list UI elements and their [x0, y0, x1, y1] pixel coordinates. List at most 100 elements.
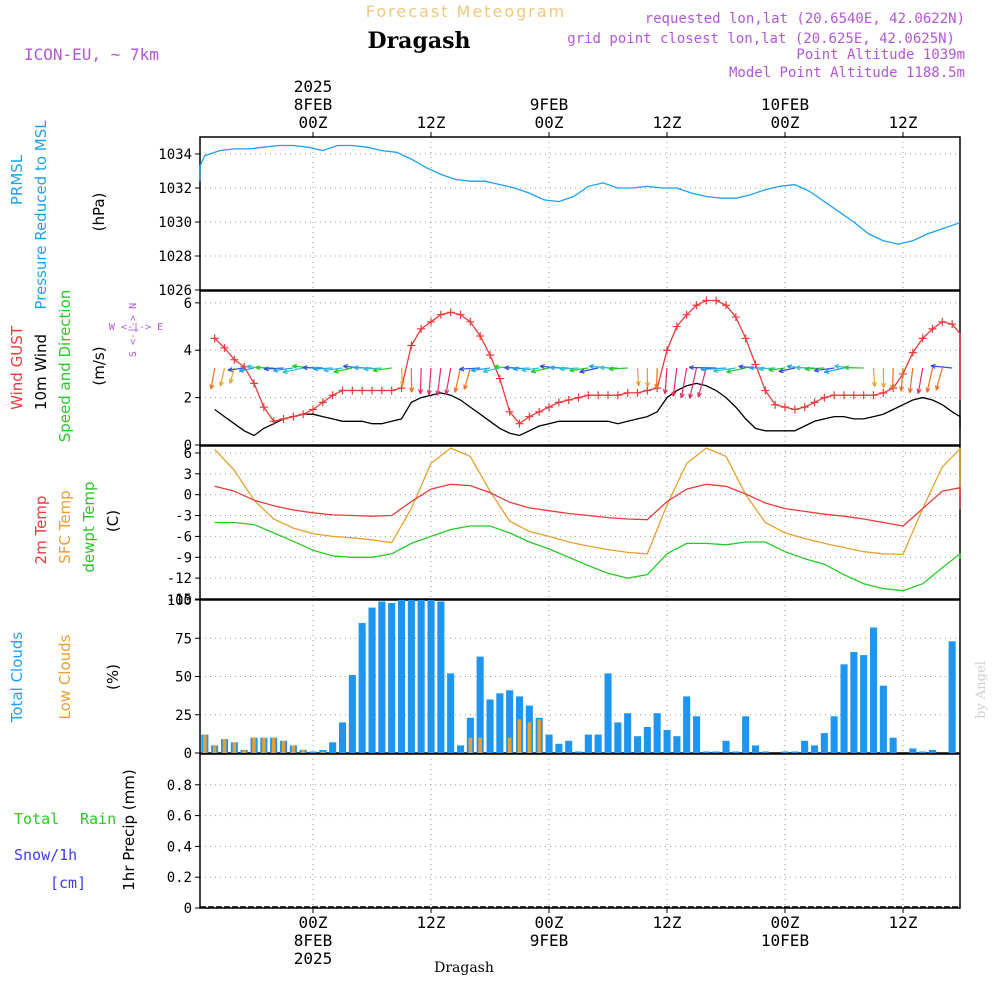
y-tick-label: 0 [184, 746, 192, 762]
low-cloud-bar [252, 737, 256, 753]
wind-direction-arrow [273, 367, 294, 373]
wind-direction-arrow [768, 367, 786, 373]
wind-direction-arrow [569, 367, 589, 373]
low-cloud-bar [301, 749, 305, 753]
low-cloud-bar [212, 745, 217, 753]
gust-point [397, 384, 406, 393]
time-label-bottom: 12Z [889, 913, 918, 932]
y-tick-label: 0.8 [167, 778, 192, 794]
wind-direction-arrow [418, 367, 424, 395]
pressure-point [366, 146, 368, 148]
gust-point [722, 301, 730, 310]
total-cloud-bar [811, 745, 819, 753]
gust-point [495, 374, 504, 383]
time-label-top: 8FEB [294, 95, 333, 114]
total-cloud-bar [683, 696, 691, 753]
y-tick-label: 1034 [158, 147, 192, 163]
gust-point [928, 324, 937, 333]
wind-direction-arrow [435, 367, 442, 396]
y-tick-label: 0 [184, 438, 192, 454]
pressure-point [263, 146, 265, 148]
meteogram-supertitle: Forecast Meteogram [366, 2, 566, 21]
gust-point [702, 296, 711, 305]
gust-point [348, 386, 357, 395]
wind-direction-arrow [778, 367, 795, 374]
total-cloud-bar [319, 749, 327, 753]
panel-4: 0 0.2 0.4 0.6 0.8 [167, 753, 961, 917]
wind-direction-arrow [654, 367, 660, 389]
total-cloud-bar [506, 690, 514, 753]
y-tick-label: 0.4 [167, 839, 192, 855]
total-cloud-bar [486, 699, 494, 753]
wind-direction-arrow [559, 366, 579, 372]
sfc-temp-label: SFC Temp [56, 490, 74, 563]
y-tick-label: 0.2 [167, 870, 192, 886]
gust-point [279, 414, 288, 423]
time-label-top: 00Z [771, 113, 800, 132]
low-cloud-bar [222, 739, 227, 753]
total-cloud-bar [466, 717, 474, 753]
low-cloud-bar [478, 737, 482, 753]
total-cloud-bar [663, 730, 671, 753]
footer-location: Dragash [434, 960, 494, 976]
panel-frame [199, 753, 961, 909]
gust-point [299, 410, 308, 419]
wind-direction-arrow [881, 367, 887, 388]
low-cloud-bar [468, 737, 473, 753]
low-cloud-bar [321, 751, 325, 753]
total-cloud-bar [879, 685, 887, 753]
pressure-point [322, 150, 324, 152]
pressure-point [572, 195, 575, 198]
wind-direction-arrow [916, 367, 924, 394]
time-label-bottom: 00Z [535, 913, 564, 932]
compass-legend: S <-|-> N W <-|-> E [109, 303, 163, 357]
pressure-point [779, 185, 781, 187]
total-cloud-bar [575, 751, 583, 753]
pressure-point [218, 150, 221, 152]
wind-direction-arrow [333, 367, 353, 374]
total-cloud-bar [653, 713, 661, 753]
gust-point [781, 403, 789, 412]
wind-unit: (m/s) [90, 346, 108, 385]
low-cloud-bar [271, 737, 276, 753]
gust-point [604, 391, 612, 400]
pressure-point [602, 182, 604, 184]
panel-2: -15 -12 -9 -6 -3 0 3 6 [167, 445, 961, 608]
y-tick-label: -12 [167, 571, 192, 587]
wind-direction-arrow [645, 367, 651, 388]
wind-direction-arrow [871, 367, 877, 388]
y-tick-label: -15 [167, 592, 192, 608]
total-cloud-bar [801, 740, 809, 753]
low-cloud-bar [291, 745, 296, 753]
total-cloud-bar [909, 748, 917, 753]
pressure-point [233, 148, 235, 150]
pressure-point [587, 185, 589, 187]
total-cloud-bar [742, 716, 750, 753]
gust-point [879, 388, 888, 397]
gust-point [486, 350, 494, 359]
time-label-top: 9FEB [530, 95, 569, 114]
gust-point [574, 393, 583, 402]
gust-point [820, 393, 829, 402]
wind-direction-arrow [453, 367, 462, 393]
wind-direction-arrow [935, 367, 943, 391]
pressure-point [513, 187, 516, 189]
gust-point [731, 313, 740, 322]
gust-point [692, 301, 701, 310]
pressure-point [676, 187, 678, 189]
requested-coordinates: requested lon,lat (20.6540E, 42.0622N) [645, 11, 965, 27]
total-cloud-bar [732, 751, 740, 753]
gust-label: Wind GUST [8, 325, 26, 410]
gust-point [918, 334, 927, 343]
gust-point [387, 386, 396, 395]
wind-direction-arrow [662, 367, 668, 395]
y-tick-label: 75 [175, 631, 192, 647]
gust-point [564, 395, 573, 404]
pressure-point [499, 184, 501, 186]
total-cloud-bar [830, 716, 838, 753]
pressure-point [690, 192, 693, 194]
total-cloud-bar [496, 693, 504, 753]
time-label-top: 12Z [889, 113, 918, 132]
y-tick-label: 0.6 [167, 809, 192, 825]
gust-point [456, 310, 465, 319]
